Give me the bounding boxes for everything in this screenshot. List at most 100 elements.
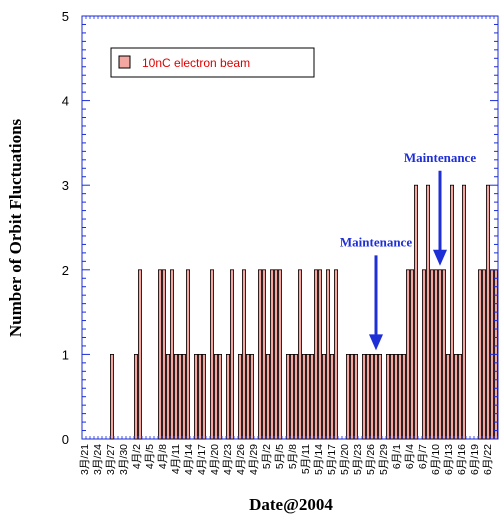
- bar: [173, 353, 178, 440]
- bar: [261, 269, 266, 440]
- x-tick-label: 4月/26: [235, 444, 247, 475]
- x-axis-title: Date@2004: [249, 495, 333, 514]
- x-tick-label: 4月/5: [144, 444, 156, 469]
- x-tick-label: 5月/17: [326, 444, 338, 475]
- bar: [177, 353, 182, 440]
- x-tick-label: 6月/1: [391, 444, 403, 469]
- bar: [461, 184, 466, 440]
- bar: [429, 269, 434, 440]
- annotation-arrowhead: [433, 249, 447, 266]
- bar: [345, 353, 350, 440]
- bar: [353, 353, 358, 440]
- bar: [209, 269, 214, 440]
- bar: [361, 353, 366, 440]
- x-tick-label: 5月/5: [274, 444, 286, 469]
- bar: [213, 353, 218, 440]
- bar: [301, 353, 306, 440]
- x-tick-label: 3月/30: [118, 444, 130, 475]
- bar: [181, 353, 186, 440]
- bar: [297, 269, 302, 440]
- bar: [457, 353, 462, 440]
- y-tick-label: 3: [62, 178, 69, 193]
- bar: [329, 353, 334, 440]
- x-tick-label: 6月/22: [482, 444, 494, 475]
- bar: [481, 269, 486, 440]
- bar: [477, 269, 482, 440]
- x-tick-label: 6月/7: [417, 444, 429, 469]
- bar: [133, 353, 138, 440]
- bar: [285, 353, 290, 440]
- x-tick-label: 5月/14: [313, 444, 325, 475]
- bar: [137, 269, 142, 440]
- bar: [377, 353, 382, 440]
- bar: [321, 353, 326, 440]
- bar: [317, 269, 322, 440]
- bar: [425, 184, 430, 440]
- bar: [157, 269, 162, 440]
- x-tick-label: 4月/14: [183, 444, 195, 475]
- annotation-arrowhead: [369, 334, 383, 351]
- bar: [369, 353, 374, 440]
- bar: [389, 353, 394, 440]
- x-tick-label: 4月/8: [157, 444, 169, 469]
- legend: 10nC electron beam: [110, 47, 315, 78]
- x-tick-label: 5月/8: [287, 444, 299, 469]
- bar: [161, 269, 166, 440]
- bar: [393, 353, 398, 440]
- legend-label: 10nC electron beam: [142, 56, 250, 70]
- legend-box: [110, 47, 315, 78]
- bar: [349, 353, 354, 440]
- x-tick-label: 6月/16: [456, 444, 468, 475]
- bar: [397, 353, 402, 440]
- x-tick-label: 6月/4: [404, 444, 416, 469]
- x-tick-label: 6月/13: [443, 444, 455, 475]
- bar: [449, 184, 454, 440]
- x-tick-label: 5月/2: [261, 444, 273, 469]
- bar: [289, 353, 294, 440]
- bar: [413, 184, 418, 440]
- bar: [165, 353, 170, 440]
- bar: [245, 353, 250, 440]
- y-axis-title: Number of Orbit Fluctuations: [6, 118, 25, 337]
- y-tick-label: 2: [62, 263, 69, 278]
- annotation-label: Maintenance: [404, 150, 476, 165]
- x-tick-label: 3月/27: [105, 444, 117, 475]
- x-tick-label: 4月/17: [196, 444, 208, 475]
- y-tick-label: 1: [62, 347, 69, 362]
- bar: [217, 353, 222, 440]
- x-tick-label: 4月/11: [170, 444, 182, 474]
- bar: [193, 353, 198, 440]
- x-tick-label: 5月/29: [378, 444, 390, 475]
- bar: [437, 269, 442, 440]
- x-tick-label: 4月/2: [131, 444, 143, 469]
- bar: [385, 353, 390, 440]
- bar: [169, 269, 174, 440]
- y-tick-label: 5: [62, 9, 69, 24]
- bar: [325, 269, 330, 440]
- bar: [453, 353, 458, 440]
- bar: [433, 269, 438, 440]
- bar: [269, 269, 274, 440]
- bar: [249, 353, 254, 440]
- bar: [237, 353, 242, 440]
- x-tick-label: 3月/24: [92, 444, 104, 475]
- x-tick-label: 5月/23: [352, 444, 364, 475]
- y-tick-label: 4: [62, 94, 69, 109]
- x-tick-label: 6月/10: [430, 444, 442, 475]
- bar: [225, 353, 230, 440]
- annotations-group: Maintenance Maintenance: [340, 150, 476, 351]
- bar: [277, 269, 282, 440]
- bar: [185, 269, 190, 440]
- bar: [409, 269, 414, 440]
- x-tick-label: 5月/20: [339, 444, 351, 475]
- bar: [201, 353, 206, 440]
- bar: [265, 353, 270, 440]
- bar: [309, 353, 314, 440]
- x-tick-label: 5月/11: [300, 444, 312, 474]
- bar: [421, 269, 426, 440]
- x-tick-label: 4月/23: [222, 444, 234, 475]
- bar: [313, 269, 318, 440]
- bar: [293, 353, 298, 440]
- bar: [333, 269, 338, 440]
